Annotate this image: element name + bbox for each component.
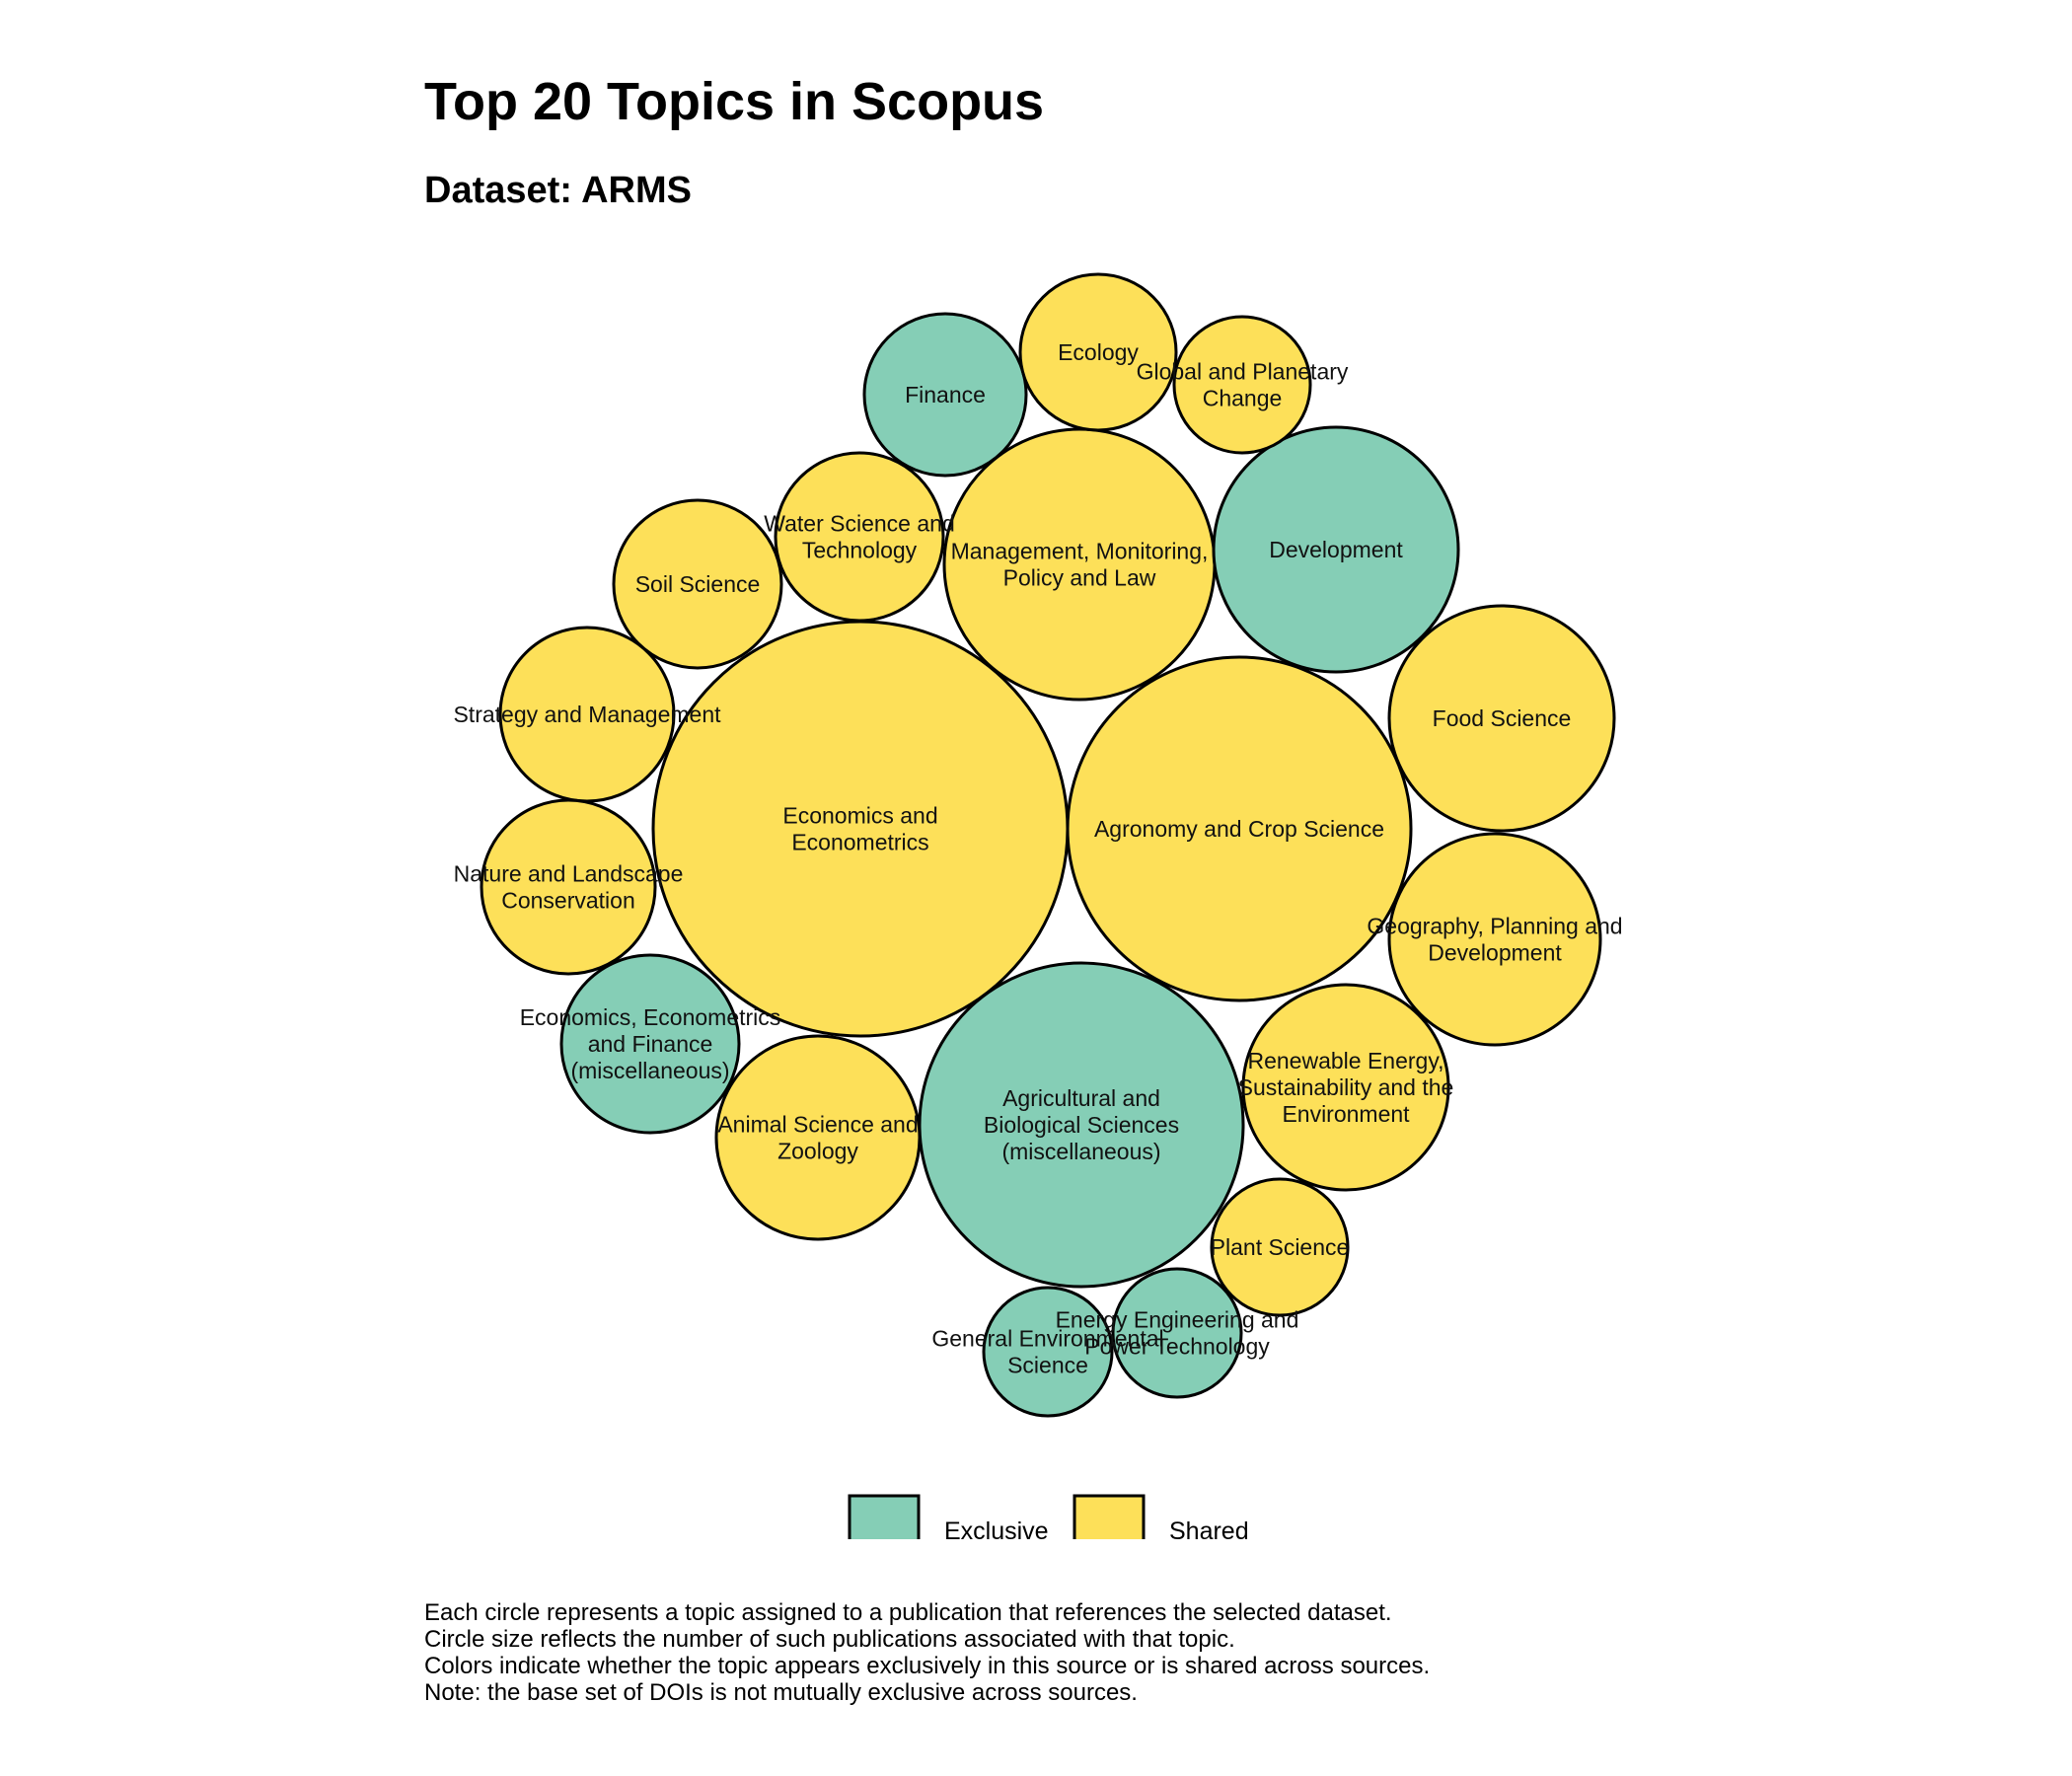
bubble-label-geography-planning-and-development: Geography, Planning and Development xyxy=(1367,914,1622,966)
bubble-agronomy-and-crop-science xyxy=(1066,655,1413,1002)
bubble-label-water-science-and-technology: Water Science and Technology xyxy=(764,511,954,563)
bubble-label-food-science: Food Science xyxy=(1433,705,1572,731)
bubble-renewable-energy-sustainability-and-the-environment xyxy=(1241,983,1450,1192)
caption-line: Circle size reflects the number of such … xyxy=(424,1626,1235,1653)
bubble-ecology xyxy=(1018,272,1178,432)
bubble-label-global-and-planetary-change: Global and Planetary Change xyxy=(1137,359,1349,411)
caption-line: Each circle represents a topic assigned … xyxy=(424,1599,1392,1626)
chart-title: Top 20 Topics in Scopus xyxy=(424,72,1045,131)
bubble-label-energy-engineering-and-power-technology: Energy Engineering and Power Technology xyxy=(1056,1307,1299,1360)
bubble-label-development: Development xyxy=(1269,537,1403,562)
bubble-label-animal-science-and-zoology: Animal Science and Zoology xyxy=(717,1112,918,1164)
bubble-label-economics-and-econometrics: Economics and Econometrics xyxy=(782,803,937,855)
caption: Each circle represents a topic assigned … xyxy=(424,1599,1430,1706)
bubble-label-nature-and-landscape-conservation: Nature and Landscape Conservation xyxy=(454,861,684,914)
bubble-label-soil-science: Soil Science xyxy=(635,571,761,597)
legend-label-exclusive: Exclusive xyxy=(944,1517,1049,1539)
caption-line: Colors indicate whether the topic appear… xyxy=(424,1653,1431,1679)
legend-label-shared: Shared xyxy=(1169,1517,1249,1539)
bubble-label-economics-econometrics-and-finance-miscellaneous: Economics, Econometrics and Finance (misce… xyxy=(520,1004,781,1083)
bubble-global-and-planetary-change xyxy=(1172,315,1312,455)
bubble-label-agronomy-and-crop-science: Agronomy and Crop Science xyxy=(1094,816,1384,842)
caption-line: Note: the base set of DOIs is not mutual… xyxy=(424,1679,1138,1706)
bubble-geography-planning-and-development xyxy=(1387,832,1602,1047)
bubble-development xyxy=(1212,425,1460,674)
bubble-label-strategy-and-management: Strategy and Management xyxy=(453,702,721,727)
bubble-label-management-monitoring-policy-and-law: Management, Monitoring, Policy and Law xyxy=(951,539,1209,591)
legend-swatch-exclusive xyxy=(848,1494,921,1539)
bubble-animal-science-and-zoology xyxy=(714,1034,922,1241)
bubble-label-general-environmental-science: General Environmental Science xyxy=(931,1326,1163,1378)
bubble-general-environmental-science xyxy=(982,1286,1114,1418)
bubble-economics-econometrics-and-finance-miscellaneous xyxy=(559,953,741,1135)
bubble-nature-and-landscape-conservation xyxy=(480,798,657,976)
legend: Exclusive Shared xyxy=(848,1494,1249,1539)
bubbles-layer xyxy=(480,272,1616,1418)
bubble-label-renewable-energy-sustainability-and-the-environment: Renewable Energy, Sustainability and the E… xyxy=(1238,1048,1454,1127)
bubble-label-ecology: Ecology xyxy=(1058,339,1139,365)
bubble-water-science-and-technology xyxy=(774,451,945,623)
bubble-finance xyxy=(862,312,1028,478)
bubble-chart: Economics and Econometrics Agronomy and Cr… xyxy=(453,272,1623,1539)
bubble-label-plant-science: Plant Science xyxy=(1211,1234,1350,1260)
bubble-soil-science xyxy=(612,498,783,670)
bubble-label-finance: Finance xyxy=(905,382,986,407)
bubble-food-science xyxy=(1387,604,1616,833)
bubble-plant-science xyxy=(1210,1177,1350,1317)
legend-swatch-shared xyxy=(1073,1494,1146,1539)
labels-layer: Economics and Econometrics Agronomy and Cr… xyxy=(453,339,1622,1378)
chart-subtitle: Dataset: ARMS xyxy=(424,170,692,211)
bubble-label-agricultural-and-biological-sciences-miscellaneous: Agricultural and Biological Sciences (misc… xyxy=(984,1085,1179,1164)
bubble-energy-engineering-and-power-technology xyxy=(1111,1267,1243,1399)
